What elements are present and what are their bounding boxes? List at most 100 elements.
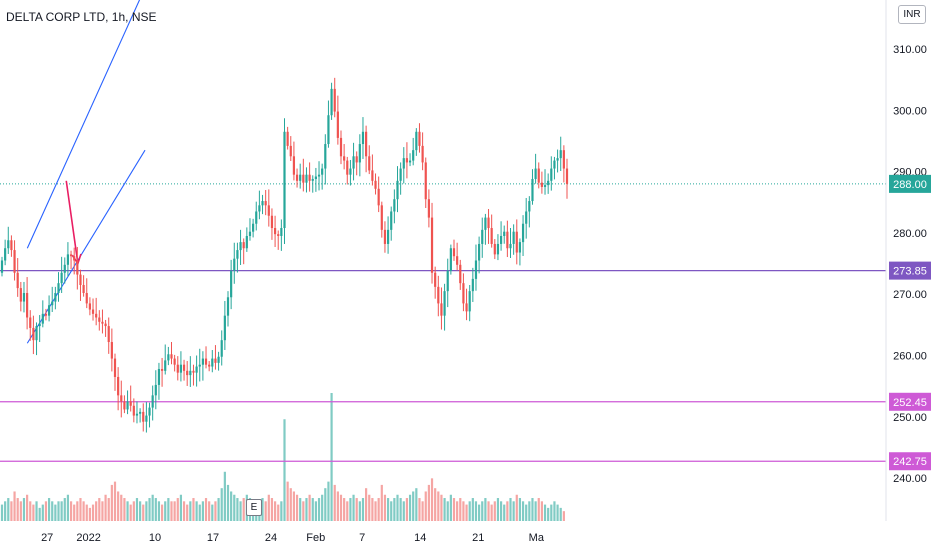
volume-bar: [537, 498, 540, 521]
volume-bar: [465, 504, 468, 521]
x-tick-label: Ma: [529, 532, 545, 544]
candle-body: [446, 270, 449, 292]
candle-body: [525, 211, 528, 224]
candle-body: [32, 327, 35, 341]
volume-bar: [51, 501, 54, 521]
volume-bar: [63, 498, 66, 521]
volume-bar: [289, 488, 292, 521]
volume-bar: [528, 501, 531, 521]
candle-body: [154, 384, 157, 396]
volume-bar: [173, 501, 176, 521]
candle-body: [19, 288, 22, 302]
price-label-box-252.45: [889, 392, 931, 411]
volume-bar: [107, 498, 110, 521]
candle-body: [371, 170, 374, 181]
volume-bar: [434, 488, 437, 521]
candle-body: [324, 144, 327, 169]
volume-bar: [189, 501, 192, 521]
candle-body: [226, 297, 230, 316]
volume-bar: [217, 498, 220, 521]
volume-bars: [0, 393, 565, 521]
candle-body: [120, 395, 123, 402]
volume-bar: [66, 494, 70, 521]
channel-upper-line: [26, 0, 141, 249]
horizontal-lines: [0, 183, 886, 462]
candle-body: [230, 270, 233, 298]
volume-bar: [474, 501, 478, 521]
volume-bar: [295, 494, 299, 521]
volume-bar: [214, 501, 217, 521]
candle-body: [63, 264, 66, 273]
candle-body: [117, 376, 120, 396]
volume-bar: [509, 498, 512, 521]
arrow-line: [65, 180, 79, 264]
candle-body: [176, 364, 179, 373]
volume-bar: [113, 481, 117, 521]
candle-body: [277, 234, 280, 236]
volume-bar: [101, 501, 104, 521]
candle-body: [189, 370, 192, 376]
volume-bar: [327, 481, 330, 521]
candle-body: [252, 223, 255, 232]
candle-body: [346, 160, 349, 175]
volume-bar: [26, 494, 29, 521]
volume-bar: [179, 494, 183, 521]
volume-bar: [110, 484, 113, 521]
drawings: [26, 0, 146, 344]
volume-bar: [415, 488, 418, 521]
volume-bar: [10, 501, 13, 521]
volume-bar: [399, 498, 402, 521]
candle-body: [69, 254, 73, 257]
price-label-242.75: 242.75: [893, 456, 927, 468]
volume-bar: [553, 501, 556, 521]
candle-body: [352, 156, 355, 169]
volume-bar: [459, 498, 462, 521]
candle-body: [66, 254, 70, 265]
candle-body: [258, 205, 261, 212]
candle-body: [468, 291, 471, 312]
candle-body: [440, 303, 443, 316]
volume-bar: [446, 501, 449, 521]
candle-body: [531, 178, 534, 202]
volume-bar: [321, 494, 324, 521]
volume-bar: [496, 498, 500, 521]
volume-bar: [402, 501, 405, 521]
currency-selector[interactable]: INR: [898, 5, 926, 24]
candle-body: [421, 145, 424, 163]
volume-bar: [531, 498, 534, 521]
candle-body: [289, 145, 292, 157]
volume-bar: [393, 498, 396, 521]
volume-bar: [562, 511, 565, 521]
candle-body: [474, 260, 478, 279]
y-tick-label: 250.00: [893, 412, 927, 424]
volume-bar: [204, 498, 208, 521]
candle-body: [512, 231, 515, 244]
y-tick-label: 260.00: [893, 351, 927, 363]
volume-bar: [314, 501, 317, 521]
candle-body: [528, 201, 531, 212]
candle-body: [565, 168, 569, 184]
volume-bar: [330, 393, 333, 521]
volume-bar: [371, 498, 374, 521]
candle-body: [499, 235, 503, 244]
y-tick-label: 300.00: [893, 105, 927, 117]
volume-bar: [280, 501, 283, 521]
volume-bar: [13, 491, 16, 521]
earnings-marker[interactable]: E: [246, 499, 262, 516]
candle-body: [550, 168, 553, 181]
volume-bar: [365, 488, 368, 521]
candle-body: [145, 415, 148, 422]
candle-body: [377, 188, 380, 206]
time-axis: 27 2022 10 17 24 Feb 7 14 21 Ma: [41, 532, 545, 544]
volume-bar: [405, 498, 409, 521]
candle-body: [223, 315, 226, 341]
candle-body: [214, 358, 217, 363]
candle-body: [295, 174, 299, 181]
candle-body: [101, 321, 104, 324]
volume-bar: [32, 504, 35, 521]
candle-body: [126, 401, 129, 410]
volume-bar: [142, 504, 145, 521]
volume-bar: [484, 498, 487, 521]
